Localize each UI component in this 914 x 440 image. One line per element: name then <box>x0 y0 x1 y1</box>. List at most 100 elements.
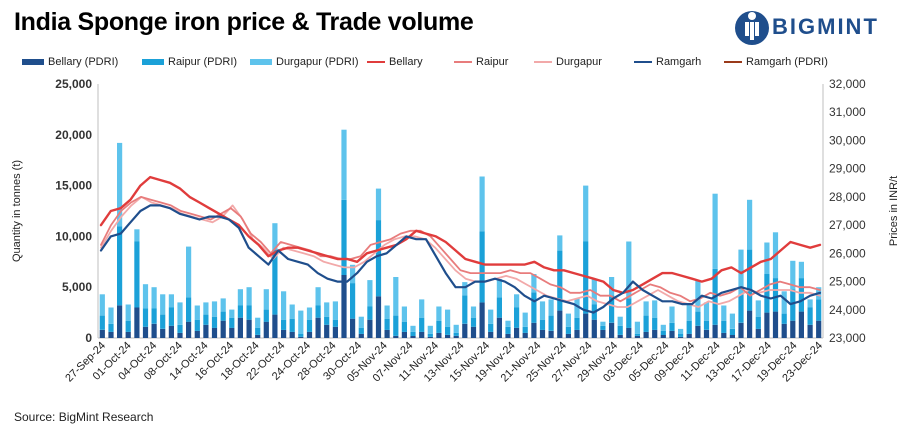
y-right-tick-label: 30,000 <box>829 133 866 147</box>
bar-bellary-pdri <box>488 331 494 338</box>
bar-raipur-pdri <box>108 323 114 332</box>
bar-raipur-pdri <box>298 333 304 337</box>
bar-bellary-pdri <box>445 335 451 338</box>
bar-raipur-pdri <box>384 318 390 330</box>
bar-bellary-pdri <box>350 318 356 338</box>
bar-durgapur-pdri <box>237 289 243 306</box>
bar-durgapur-pdri <box>712 193 718 269</box>
bar-bellary-pdri <box>755 328 761 338</box>
bar-raipur-pdri <box>375 220 382 297</box>
legend-item: Bellary (PDRI) <box>22 56 118 68</box>
bar-raipur-pdri <box>496 297 502 318</box>
line-ramgarh <box>99 204 822 314</box>
legend-item: Ramgarh (PDRI) <box>724 56 828 68</box>
bar-bellary-pdri <box>108 331 114 338</box>
y-left-tick-label: 10,000 <box>55 229 92 243</box>
bar-raipur-pdri <box>703 320 710 330</box>
bar-raipur-pdri <box>410 331 416 336</box>
bar-durgapur-pdri <box>99 294 105 316</box>
bar-durgapur-pdri <box>583 185 589 242</box>
bar-raipur-pdri <box>514 307 520 328</box>
bar-durgapur-pdri <box>539 301 546 320</box>
legend-item: Bellary <box>367 56 423 68</box>
bar-bellary-pdri <box>686 333 692 338</box>
bar-bellary-pdri <box>617 335 623 338</box>
legend-label: Raipur (PDRI) <box>168 56 238 68</box>
bar-bellary-pdri <box>186 321 192 338</box>
y-right-tick-label: 24,000 <box>829 303 866 317</box>
bar-durgapur-pdri <box>470 306 477 318</box>
bar-bellary-pdri <box>436 332 442 338</box>
bar-raipur-pdri <box>721 320 727 333</box>
bar-bellary-pdri <box>565 333 571 338</box>
bar-bellary-pdri <box>522 332 528 338</box>
source-note: Source: BigMint Research <box>14 410 154 424</box>
bar-raipur-pdri <box>643 315 649 332</box>
bar-raipur-pdri <box>781 313 787 324</box>
bar-durgapur-pdri <box>436 306 442 321</box>
bar-raipur-pdri <box>790 289 796 321</box>
bar-durgapur-pdri <box>798 261 804 279</box>
bar-raipur-pdri <box>565 326 571 334</box>
legend-swatch <box>634 61 652 63</box>
bar-bellary-pdri <box>600 329 606 338</box>
legend-item: Durgapur (PDRI) <box>250 56 359 68</box>
bar-raipur-pdri <box>531 292 537 323</box>
bar-bellary-pdri <box>401 331 407 338</box>
bar-raipur-pdri <box>462 295 468 324</box>
bar-raipur-pdri <box>281 319 287 330</box>
bar-raipur-pdri <box>142 308 149 327</box>
bar-durgapur-pdri <box>634 321 640 334</box>
bar-durgapur-pdri <box>358 316 364 328</box>
line-bellary <box>99 175 822 294</box>
legend-swatch <box>724 61 742 63</box>
bar-bellary-pdri <box>453 336 459 338</box>
y-left-tick-label: 15,000 <box>55 179 92 193</box>
bar-raipur-pdri <box>470 317 477 327</box>
bar-bellary-pdri <box>764 312 770 338</box>
bar-durgapur-pdri <box>160 294 166 315</box>
bar-bellary-pdri <box>160 328 166 338</box>
bar-durgapur-pdri <box>574 298 580 318</box>
bar-bellary-pdri <box>211 327 218 338</box>
bar-bellary-pdri <box>367 319 373 338</box>
bar-raipur-pdri <box>505 326 511 334</box>
bar-durgapur-pdri <box>660 324 666 331</box>
bar-bellary-pdri <box>747 310 753 338</box>
bar-raipur-pdri <box>211 316 218 328</box>
bar-bellary-pdri <box>203 324 209 338</box>
chart-title: India Sponge iron price & Trade volume <box>14 8 474 36</box>
bar-durgapur-pdri <box>445 309 451 327</box>
bar-raipur-pdri <box>263 309 269 322</box>
bar-raipur-pdri <box>609 295 615 323</box>
legend-label: Durgapur (PDRI) <box>276 56 359 68</box>
bar-durgapur-pdri <box>626 241 632 299</box>
bar-bellary-pdri <box>177 332 183 338</box>
bar-bellary-pdri <box>798 311 804 338</box>
bar-bellary-pdri <box>703 329 710 338</box>
bar-durgapur-pdri <box>350 264 356 284</box>
legend-swatch <box>454 61 472 63</box>
bar-raipur-pdri <box>436 320 442 333</box>
bar-raipur-pdri <box>194 319 200 331</box>
bar-raipur-pdri <box>445 326 451 335</box>
bar-bellary-pdri <box>634 336 640 338</box>
bar-durgapur-pdri <box>255 317 261 328</box>
bar-bellary-pdri <box>220 320 226 338</box>
bar-bellary-pdri <box>419 331 425 338</box>
bar-raipur-pdri <box>332 319 338 327</box>
bar-bellary-pdri <box>263 321 269 338</box>
bar-bellary-pdri <box>315 317 321 338</box>
bar-raipur-pdri <box>729 328 735 335</box>
bar-bellary-pdri <box>332 326 338 338</box>
bar-durgapur-pdri <box>453 324 459 333</box>
bar-raipur-pdri <box>401 321 407 332</box>
bar-bellary-pdri <box>324 324 330 338</box>
bar-raipur-pdri <box>738 294 744 323</box>
bar-bellary-pdri <box>583 313 589 338</box>
bar-bellary-pdri <box>341 275 347 338</box>
bar-bellary-pdri <box>194 330 200 338</box>
bar-bellary-pdri <box>505 333 511 338</box>
bar-raipur-pdri <box>522 326 528 333</box>
